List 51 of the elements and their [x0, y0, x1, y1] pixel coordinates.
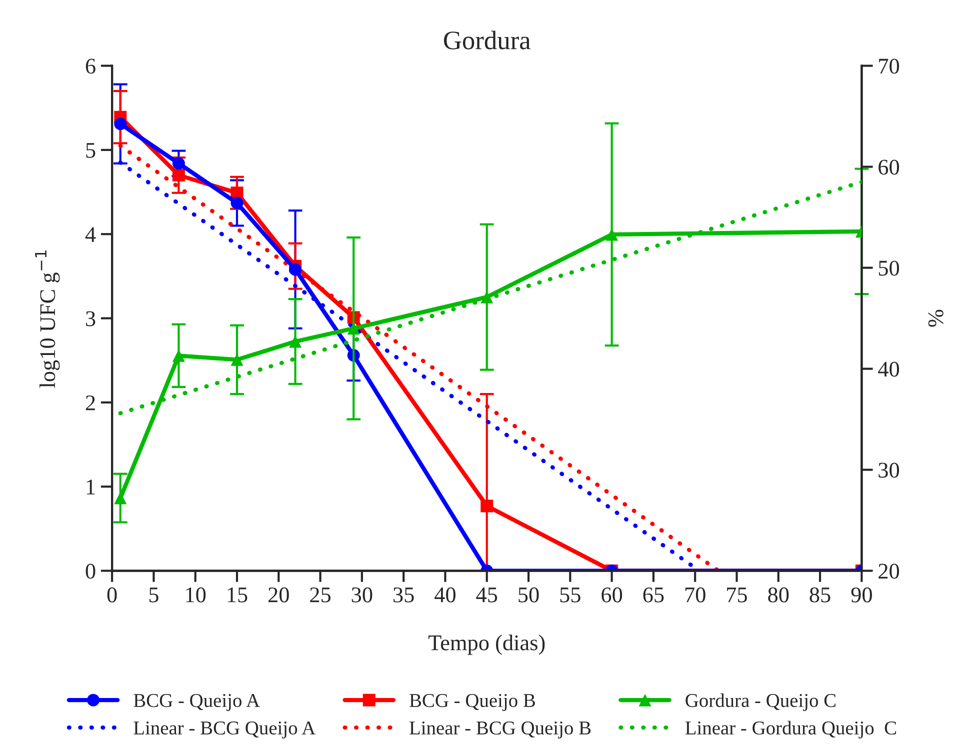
y2-tick-label: 30 [878, 462, 900, 478]
y2-tick-label: 20 [878, 564, 900, 579]
y-tick-label: 0 [86, 564, 96, 579]
y-tick-label: 6 [86, 58, 96, 74]
legend-label: BCG - Queijo B [410, 694, 535, 712]
x-axis-title: Tempo (dias) [428, 634, 545, 655]
point [172, 168, 185, 182]
x-tick-label: 80 [768, 587, 789, 602]
x-tick-label: 0 [107, 587, 117, 602]
legend-label: BCG - Queijo A [134, 694, 260, 712]
y2-tick-label: 60 [878, 160, 900, 175]
point [606, 228, 618, 241]
legend-label: Gordura - Queijo C [686, 693, 836, 712]
y2-tick-label: 50 [878, 260, 900, 276]
legend-label: Linear - BCG Queijo A [134, 721, 316, 738]
x-tick-label: 40 [434, 587, 456, 602]
x-tick-label: 75 [727, 588, 747, 602]
x-tick-label: 30 [352, 587, 372, 602]
point [289, 263, 302, 276]
y-tick-label: 1 [86, 480, 95, 494]
point [172, 157, 185, 170]
x-tick-label: 90 [851, 587, 872, 602]
x-tick-label: 35 [394, 587, 414, 602]
point [480, 290, 494, 304]
x-tick-label: 10 [186, 587, 206, 602]
x-tick-label: 55 [560, 588, 580, 602]
x-tick-label: 60 [602, 587, 622, 602]
y-tick-label: 2 [86, 395, 95, 410]
y-tick-label: 5 [86, 143, 96, 158]
x-tick-label: 25 [310, 587, 331, 602]
x-tick-label: 5 [149, 588, 158, 602]
y-tick-label: 3 [86, 311, 96, 326]
chart-title: Gordura [444, 30, 530, 50]
x-tick-label: 85 [810, 587, 830, 602]
y-tick-label: 4 [85, 227, 96, 242]
point [347, 322, 360, 335]
y2-tick-label: 70 [879, 58, 900, 74]
x-tick-label: 65 [643, 587, 664, 602]
legend-label: Linear - BCG Queijo B [410, 721, 591, 738]
x-tick-label: 45 [476, 588, 498, 602]
x-tick-label: 50 [518, 587, 539, 602]
point [230, 196, 244, 210]
y2-axis-title: % [928, 310, 944, 327]
y2-tick-label: 40 [878, 362, 900, 377]
point [289, 335, 302, 348]
x-tick-label: 70 [685, 587, 706, 602]
legend-label: Linear - Gordura Queijo C [685, 720, 896, 738]
point [114, 118, 127, 130]
y-axis-title: log10 UFC g$^{−1}$ [35, 250, 60, 388]
x-tick-label: 20 [268, 587, 289, 602]
x-tick-label: 15 [228, 588, 248, 602]
